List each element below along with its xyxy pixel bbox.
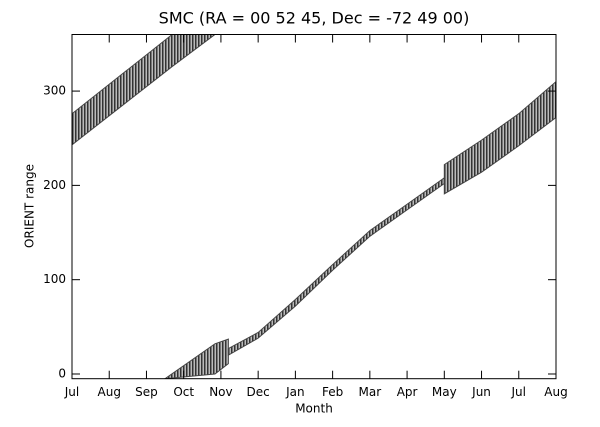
x-tick-label: Oct xyxy=(173,385,194,399)
x-tick-label: Mar xyxy=(359,385,382,399)
y-tick-label: 100 xyxy=(43,272,66,286)
x-tick-label: Apr xyxy=(397,385,418,399)
y-axis-label: ORIENT range xyxy=(23,164,37,248)
x-tick-label: Jan xyxy=(285,385,305,399)
x-tick-label: Feb xyxy=(322,385,343,399)
x-tick-label: Dec xyxy=(247,385,270,399)
orient-band xyxy=(72,34,216,146)
plot-frame xyxy=(71,34,557,380)
orient-band xyxy=(164,338,229,379)
orient-band xyxy=(443,80,556,195)
y-tick-label: 300 xyxy=(43,84,66,98)
x-tick-label: Jul xyxy=(511,385,526,399)
orient-band xyxy=(227,176,445,356)
plot-area xyxy=(72,34,556,379)
x-tick-label: Sep xyxy=(135,385,158,399)
x-tick-label: Aug xyxy=(544,385,567,399)
y-tick-label: 0 xyxy=(58,366,66,380)
chart-title: SMC (RA = 00 52 45, Dec = -72 49 00) xyxy=(159,9,470,28)
x-tick-label: Nov xyxy=(209,385,232,399)
x-tick-label: May xyxy=(432,385,457,399)
x-axis-label: Month xyxy=(295,402,333,416)
y-tick-label: 200 xyxy=(43,178,66,192)
x-tick-label: Jul xyxy=(64,385,79,399)
x-tick-label: Aug xyxy=(98,385,121,399)
x-tick-label: Jun xyxy=(471,385,491,399)
